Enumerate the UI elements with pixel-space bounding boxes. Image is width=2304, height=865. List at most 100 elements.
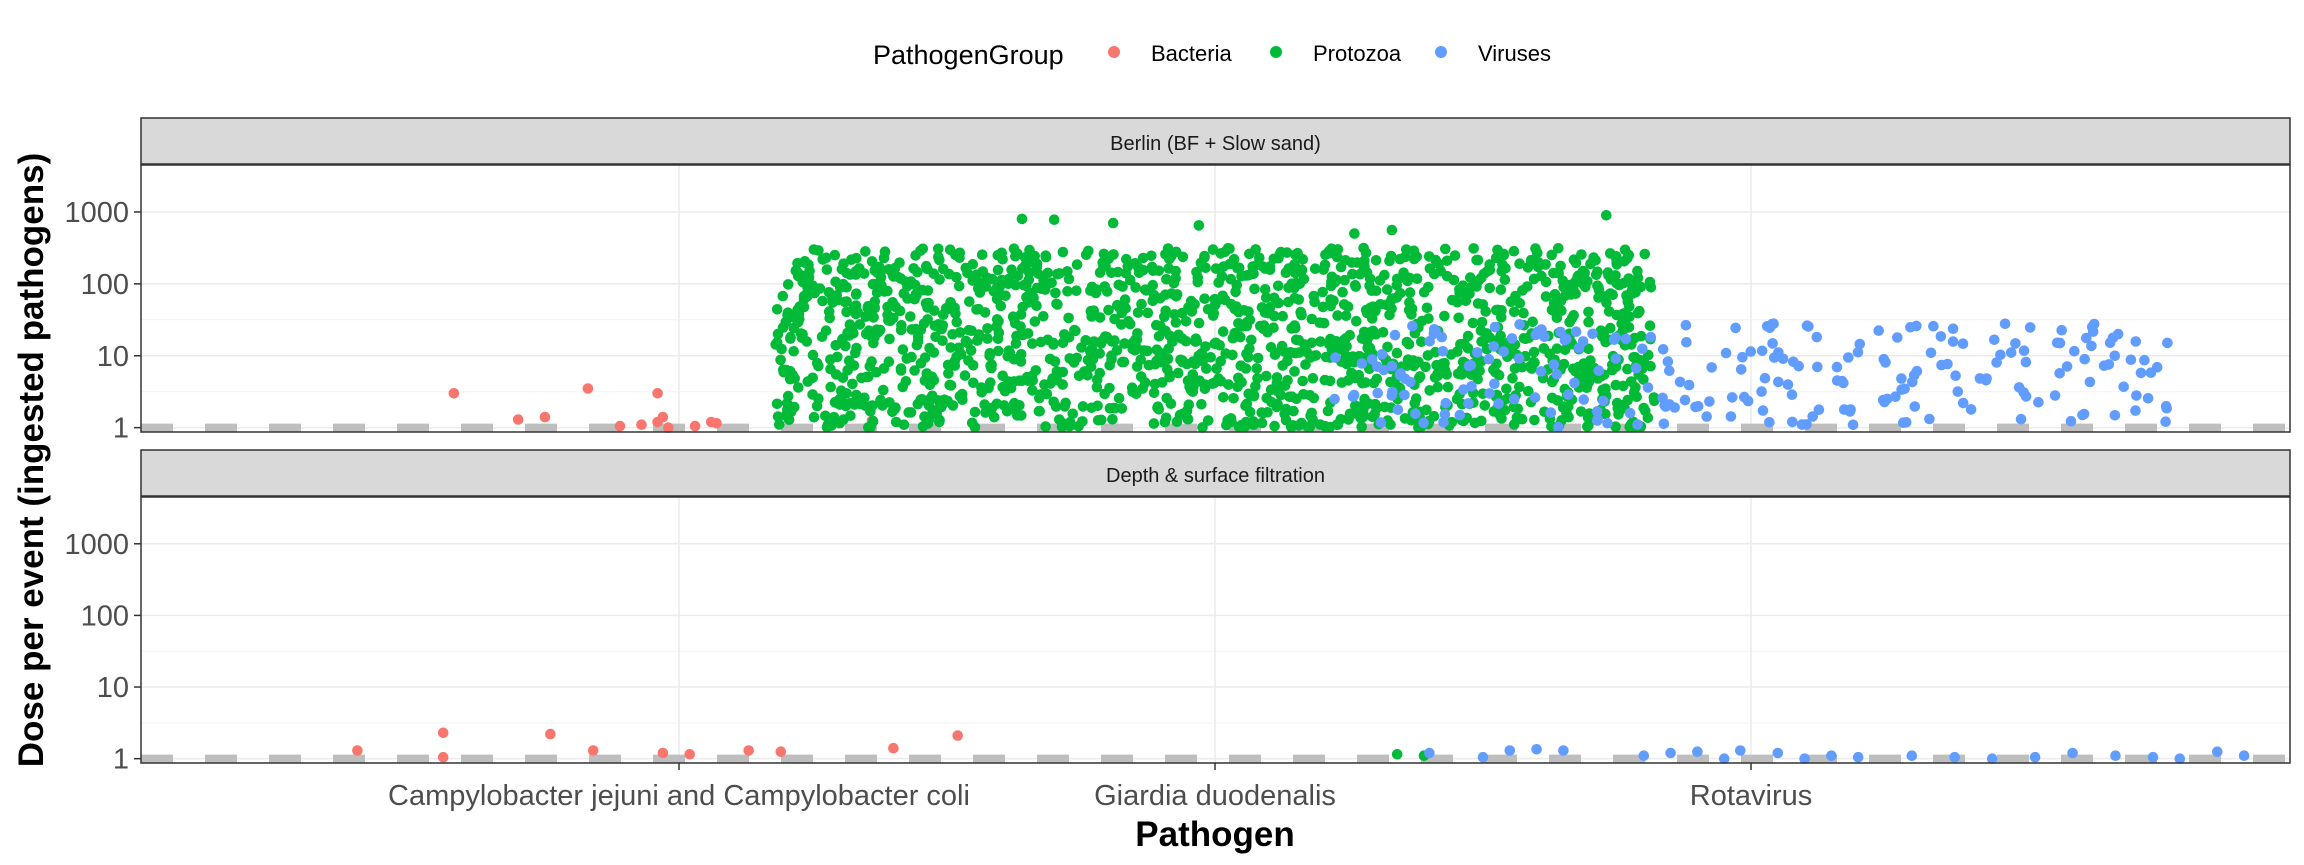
data-point-protozoa xyxy=(900,376,912,387)
x-tick-label: Giardia duodenalis xyxy=(1094,780,1336,812)
data-point-protozoa xyxy=(1257,407,1269,419)
data-point-viruses xyxy=(1529,392,1541,403)
data-point-viruses xyxy=(1690,401,1701,413)
data-point-viruses xyxy=(2109,350,2121,362)
data-point-protozoa xyxy=(933,243,944,255)
data-point-protozoa xyxy=(927,406,938,418)
y-tick-label: 1 xyxy=(113,413,129,445)
data-point-protozoa xyxy=(1495,284,1507,296)
y-tick-label: 10 xyxy=(97,672,129,704)
data-point-protozoa xyxy=(884,333,895,345)
data-point-protozoa xyxy=(1320,249,1331,261)
data-point-protozoa xyxy=(887,406,898,418)
data-point-protozoa xyxy=(1360,247,1372,259)
data-point-viruses xyxy=(2110,750,2121,761)
data-point-protozoa xyxy=(883,264,895,275)
data-point-protozoa xyxy=(1371,373,1383,385)
data-point-protozoa xyxy=(973,303,984,315)
data-point-protozoa xyxy=(1282,375,1293,386)
data-point-protozoa xyxy=(1516,361,1528,373)
data-point-protozoa xyxy=(1628,387,1640,398)
data-point-protozoa xyxy=(1296,264,1307,276)
data-point-protozoa xyxy=(933,251,944,263)
data-point-viruses xyxy=(2142,393,2154,404)
data-point-protozoa xyxy=(1317,286,1328,298)
data-point-protozoa xyxy=(849,399,860,410)
data-point-protozoa xyxy=(1107,217,1119,229)
data-point-protozoa xyxy=(1546,249,1557,261)
data-point-viruses xyxy=(1899,383,1910,395)
data-point-protozoa xyxy=(1280,267,1292,279)
data-point-protozoa xyxy=(1563,279,1575,291)
data-point-protozoa xyxy=(1269,349,1281,361)
data-point-protozoa xyxy=(1421,302,1433,314)
data-point-protozoa xyxy=(1294,278,1306,290)
data-point-protozoa xyxy=(1563,411,1574,423)
data-point-protozoa xyxy=(1122,261,1134,272)
data-point-protozoa xyxy=(1547,376,1558,388)
data-point-protozoa xyxy=(1008,403,1019,415)
data-point-protozoa xyxy=(1553,243,1564,254)
data-point-protozoa xyxy=(1579,267,1590,279)
data-point-protozoa xyxy=(1382,284,1393,295)
data-point-protozoa xyxy=(1275,246,1287,258)
data-point-protozoa xyxy=(1261,370,1272,382)
data-point-viruses xyxy=(2162,337,2173,349)
data-point-protozoa xyxy=(1507,342,1518,353)
data-point-protozoa xyxy=(1644,276,1656,288)
data-point-viruses xyxy=(1535,366,1547,377)
legend-key-viruses xyxy=(1435,46,1447,58)
data-point-protozoa xyxy=(1619,244,1631,256)
data-point-protozoa xyxy=(1391,749,1403,760)
data-point-protozoa xyxy=(1120,303,1131,314)
data-point-viruses xyxy=(2103,359,2115,370)
data-point-viruses xyxy=(1660,401,1671,412)
data-point-protozoa xyxy=(1357,411,1368,423)
data-point-protozoa xyxy=(1268,292,1280,304)
data-point-protozoa xyxy=(824,312,835,324)
data-point-viruses xyxy=(1483,353,1495,365)
data-point-protozoa xyxy=(785,333,796,344)
data-point-viruses xyxy=(1787,416,1798,428)
data-point-protozoa xyxy=(838,258,849,270)
data-point-protozoa xyxy=(963,324,975,336)
data-point-protozoa xyxy=(1009,313,1020,325)
y-axis-berlin: 1 10 100 1000 xyxy=(64,197,141,445)
data-point-protozoa xyxy=(1148,387,1160,399)
data-point-viruses xyxy=(1924,413,1935,425)
data-point-viruses xyxy=(1573,342,1585,354)
data-point-protozoa xyxy=(1284,391,1295,403)
data-point-protozoa xyxy=(1507,373,1518,384)
data-point-protozoa xyxy=(1130,334,1141,345)
data-point-viruses xyxy=(1911,365,1923,377)
data-point-viruses xyxy=(1466,381,1477,392)
data-point-protozoa xyxy=(923,297,934,309)
data-point-protozoa xyxy=(1501,383,1512,395)
data-point-viruses xyxy=(2118,381,2129,393)
data-point-protozoa xyxy=(1191,266,1202,278)
data-point-protozoa xyxy=(1565,289,1577,300)
data-point-protozoa xyxy=(1101,286,1113,297)
data-point-protozoa xyxy=(895,363,907,374)
data-point-protozoa xyxy=(1252,373,1263,384)
data-point-protozoa xyxy=(1256,417,1268,429)
data-point-viruses xyxy=(1399,389,1410,401)
data-point-viruses xyxy=(1935,331,1947,342)
data-point-protozoa xyxy=(1466,369,1477,380)
data-point-protozoa xyxy=(1340,333,1351,344)
data-point-viruses xyxy=(1890,391,1901,403)
data-point-protozoa xyxy=(1030,365,1042,376)
data-point-protozoa xyxy=(1161,274,1172,285)
data-point-viruses xyxy=(2238,750,2250,761)
data-point-protozoa xyxy=(959,370,971,381)
data-point-protozoa xyxy=(1172,367,1184,379)
data-point-protozoa xyxy=(807,372,818,384)
data-point-protozoa xyxy=(1193,220,1205,231)
data-point-protozoa xyxy=(1052,268,1063,280)
data-point-bacteria xyxy=(587,745,599,756)
data-point-protozoa xyxy=(850,266,862,277)
data-point-protozoa xyxy=(861,371,872,383)
data-point-protozoa xyxy=(1439,310,1450,322)
data-point-viruses xyxy=(1498,346,1509,357)
data-point-protozoa xyxy=(1343,412,1355,423)
